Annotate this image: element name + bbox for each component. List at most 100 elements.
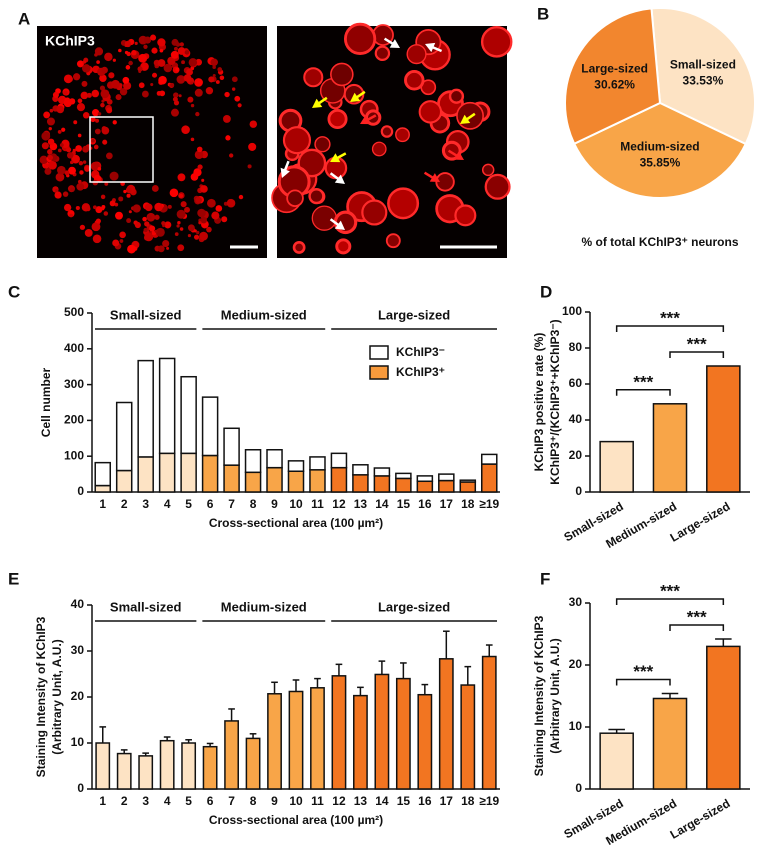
cell bbox=[176, 209, 186, 219]
y-tick-label: 500 bbox=[64, 305, 84, 319]
bar bbox=[224, 720, 239, 790]
cell bbox=[95, 218, 101, 224]
cell bbox=[109, 200, 116, 207]
cell bbox=[95, 118, 100, 123]
bar-segment bbox=[416, 480, 434, 493]
cell bbox=[111, 79, 120, 89]
x-tick-label: 5 bbox=[185, 497, 192, 511]
cell bbox=[156, 90, 162, 96]
cell bbox=[195, 196, 202, 204]
y-tick-label: 0 bbox=[575, 781, 582, 795]
cell bbox=[100, 102, 105, 108]
bar-segment bbox=[158, 452, 176, 493]
bar bbox=[138, 755, 154, 790]
cell bbox=[77, 98, 83, 104]
cell bbox=[41, 131, 51, 141]
cell bbox=[82, 60, 87, 64]
cell bbox=[418, 100, 442, 124]
cell bbox=[91, 138, 95, 143]
y-tick-label: 10 bbox=[71, 735, 85, 749]
legend-label: KChIP3⁺ bbox=[396, 365, 445, 379]
legend-label: KChIP3⁻ bbox=[396, 345, 445, 359]
cell bbox=[172, 96, 178, 102]
cell bbox=[157, 59, 166, 67]
cell bbox=[90, 116, 96, 123]
bar-segment bbox=[223, 464, 240, 493]
cell bbox=[406, 44, 427, 65]
x-tick-label: 8 bbox=[250, 497, 257, 511]
cell bbox=[102, 139, 108, 145]
pie-slice bbox=[564, 7, 662, 146]
cell bbox=[311, 205, 337, 231]
cell bbox=[150, 82, 154, 87]
cell bbox=[194, 78, 203, 87]
cell bbox=[104, 52, 113, 62]
x-tick-label: 5 bbox=[185, 794, 192, 808]
bar-segment bbox=[438, 473, 455, 482]
cell bbox=[99, 85, 106, 91]
cell bbox=[119, 88, 128, 96]
cell bbox=[212, 74, 216, 78]
cell bbox=[167, 204, 172, 209]
bar bbox=[706, 365, 741, 493]
cell bbox=[123, 81, 132, 90]
bar-segment bbox=[244, 449, 262, 474]
cell bbox=[73, 120, 78, 125]
cell bbox=[210, 58, 218, 67]
x-tick-label: 14 bbox=[375, 497, 389, 511]
cell bbox=[314, 136, 331, 153]
cell bbox=[141, 90, 149, 98]
cell bbox=[387, 187, 420, 220]
cell bbox=[217, 67, 223, 72]
cell bbox=[221, 216, 228, 223]
cell bbox=[100, 194, 106, 200]
cell bbox=[188, 58, 198, 67]
cell bbox=[127, 244, 136, 254]
bar bbox=[310, 687, 325, 790]
cell bbox=[39, 155, 49, 165]
cell bbox=[54, 188, 59, 193]
bar-segment bbox=[137, 456, 154, 493]
cell bbox=[93, 144, 99, 150]
bar-segment bbox=[201, 454, 219, 493]
cell bbox=[150, 34, 157, 41]
cell bbox=[62, 191, 69, 197]
cell bbox=[200, 185, 208, 193]
y-tick-label: 300 bbox=[64, 377, 84, 391]
y-tick-label: 20 bbox=[71, 689, 85, 703]
cell bbox=[484, 173, 511, 200]
micrograph-overview bbox=[37, 26, 267, 258]
cell bbox=[97, 167, 102, 171]
cell bbox=[76, 103, 86, 112]
cell bbox=[75, 145, 83, 152]
cell bbox=[151, 47, 158, 54]
arrow-head bbox=[330, 153, 341, 163]
cell bbox=[404, 70, 425, 91]
cell bbox=[179, 227, 184, 231]
cell bbox=[193, 229, 197, 233]
cell bbox=[101, 99, 105, 103]
cell bbox=[308, 187, 325, 205]
cell bbox=[158, 75, 167, 85]
cell bbox=[248, 142, 257, 151]
cell bbox=[79, 224, 86, 230]
bar-segment bbox=[330, 466, 348, 493]
bar-segment bbox=[352, 474, 369, 493]
cell bbox=[138, 69, 142, 73]
cell bbox=[99, 74, 107, 82]
cell bbox=[380, 125, 394, 138]
cell bbox=[208, 76, 215, 83]
slice-value: 35.85% bbox=[640, 155, 681, 169]
arrow-head bbox=[429, 173, 440, 182]
bar-segment bbox=[137, 359, 154, 458]
x-tick-label: 14 bbox=[375, 794, 389, 808]
x-tick-label: 13 bbox=[354, 794, 368, 808]
significance-label: *** bbox=[687, 334, 707, 353]
cell bbox=[48, 160, 57, 170]
bar-segment bbox=[330, 452, 348, 469]
cell bbox=[94, 128, 101, 135]
cell bbox=[481, 163, 495, 177]
legend-swatch bbox=[369, 345, 389, 360]
cell bbox=[177, 244, 185, 252]
x-tick-label: 6 bbox=[207, 794, 214, 808]
